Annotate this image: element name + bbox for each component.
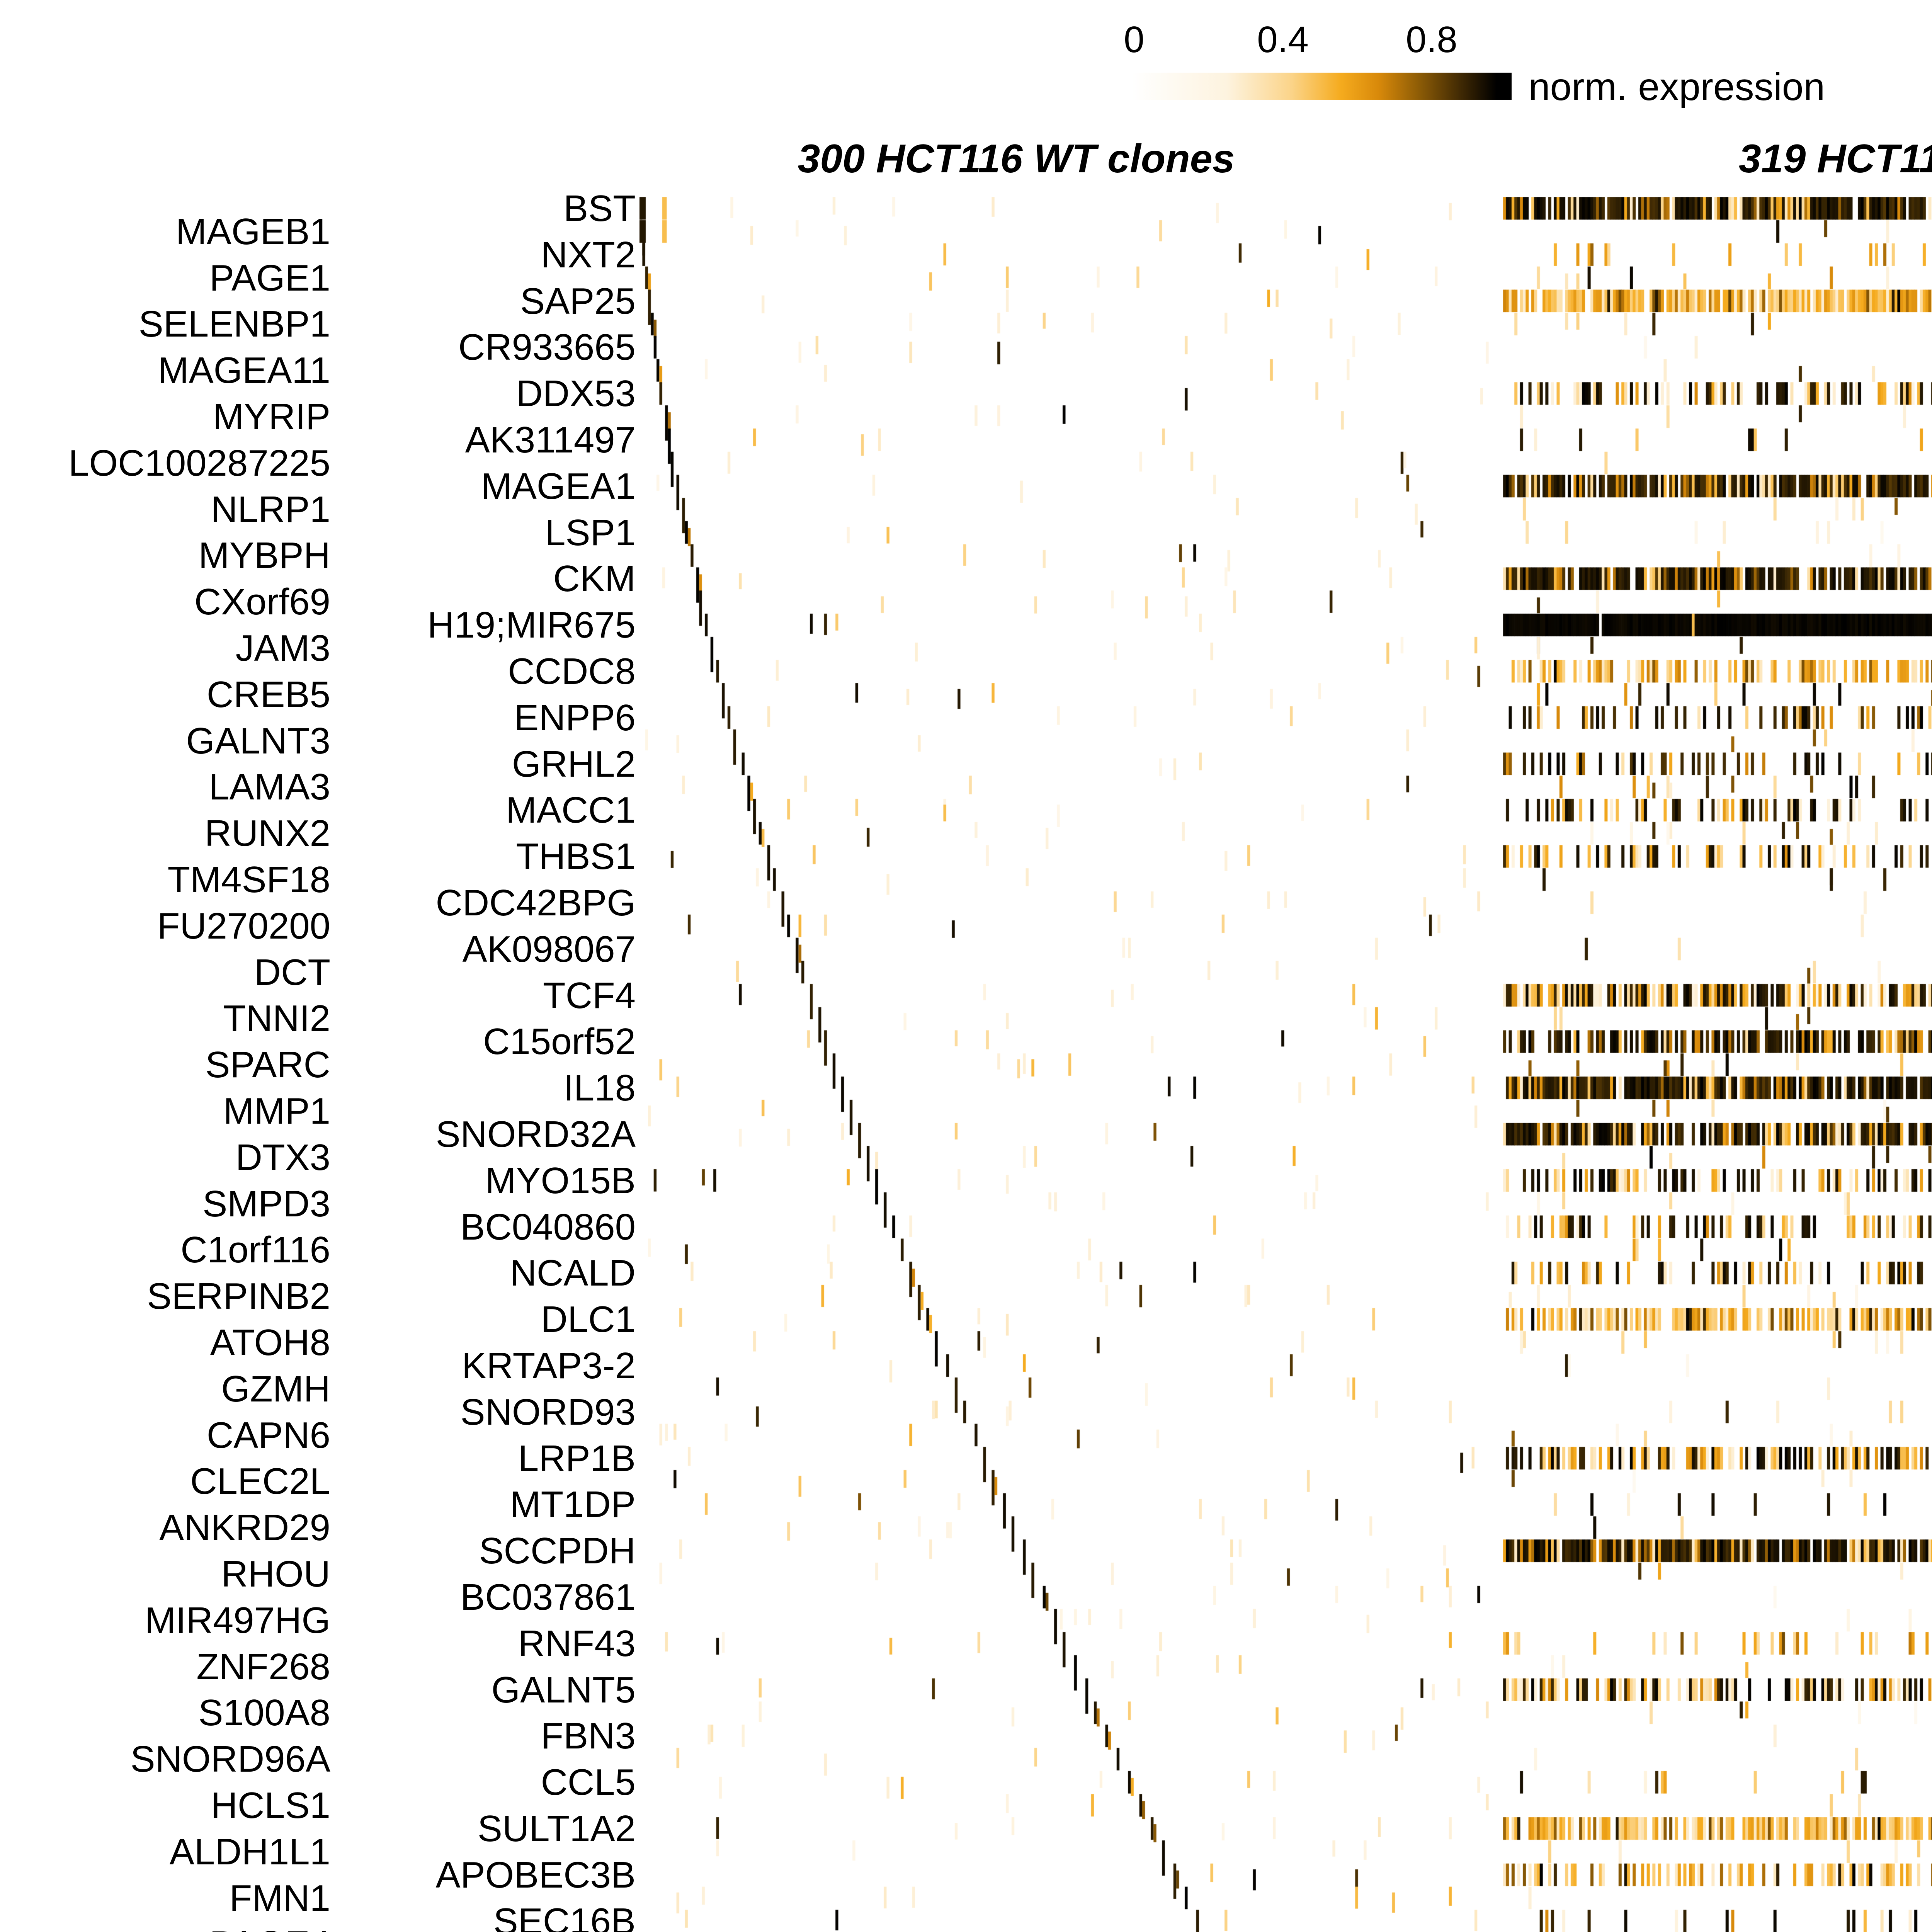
row-label-APOBEC3B: APOBEC3B (435, 1854, 636, 1896)
row-label-CKM: CKM (553, 558, 636, 600)
row-label-SAP25: SAP25 (520, 280, 636, 322)
row-label-FBN3: FBN3 (541, 1715, 636, 1757)
row-label-RHOU: RHOU (221, 1553, 330, 1595)
row-label-SULT1A2: SULT1A2 (477, 1808, 636, 1849)
row-label-ALDH1L1: ALDH1L1 (169, 1831, 330, 1872)
row-label-MYRIP: MYRIP (213, 396, 330, 438)
row-label-C1orf116: C1orf116 (180, 1229, 330, 1271)
row-label-S100A8: S100A8 (198, 1692, 330, 1734)
row-label-CLEC2L: CLEC2L (190, 1461, 330, 1502)
row-label-MYO15B: MYO15B (485, 1160, 636, 1201)
row-label-MAGEA1: MAGEA1 (481, 465, 636, 507)
row-label-MIR497HG: MIR497HG (145, 1599, 330, 1641)
row-label-NLRP1: NLRP1 (211, 488, 330, 530)
row-label-SNORD32A: SNORD32A (435, 1113, 636, 1155)
row-label-FMN1: FMN1 (229, 1877, 330, 1919)
row-label-H19;MIR675: H19;MIR675 (427, 604, 636, 646)
row-label-MAGEA11: MAGEA11 (158, 350, 330, 391)
row-label-BC037861: BC037861 (460, 1576, 636, 1618)
row-label-LRP1B: LRP1B (518, 1437, 636, 1479)
row-label-GZMH: GZMH (221, 1368, 330, 1410)
row-label-PAGE4: PAGE4 (14, 1921, 330, 1932)
row-label-NXT2: NXT2 (541, 234, 636, 276)
row-label-CXorf69: CXorf69 (194, 581, 330, 623)
row-label-MMP1: MMP1 (223, 1090, 330, 1132)
row-label-RNF43: RNF43 (518, 1622, 636, 1664)
row-label-CAPN6: CAPN6 (206, 1414, 330, 1456)
row-label-CCDC8: CCDC8 (508, 650, 636, 692)
row-label-TM4SF18: TM4SF18 (167, 859, 330, 901)
row-label-CREB5: CREB5 (206, 673, 330, 715)
row-label-SPARC: SPARC (205, 1044, 330, 1086)
row-label-CCL5: CCL5 (541, 1762, 636, 1803)
row-label-DCT: DCT (254, 951, 330, 993)
row-label-MYBPH: MYBPH (198, 535, 330, 577)
row-label-IL18: IL18 (563, 1067, 636, 1109)
row-label-BST: BST (563, 187, 636, 229)
row-label-PAGE1: PAGE1 (209, 257, 330, 299)
row-label-SNORD96A: SNORD96A (130, 1738, 331, 1780)
row-label-FU270200: FU270200 (157, 905, 330, 947)
row-label-AK098067: AK098067 (462, 928, 636, 970)
row-label-MACC1: MACC1 (505, 789, 636, 831)
row-label-KRTAP3-2: KRTAP3-2 (462, 1345, 636, 1386)
row-label-SCCPDH: SCCPDH (479, 1530, 636, 1572)
row-label-SMPD3: SMPD3 (202, 1183, 330, 1225)
row-label-TNNI2: TNNI2 (223, 998, 330, 1039)
row-label-SNORD93: SNORD93 (460, 1391, 636, 1433)
row-label-ANKRD29: ANKRD29 (159, 1507, 330, 1549)
row-label-BC040860: BC040860 (460, 1206, 636, 1248)
row-label-TCF4: TCF4 (543, 975, 636, 1016)
row-label-SELENBP1: SELENBP1 (138, 303, 330, 345)
row-label-RUNX2: RUNX2 (204, 813, 330, 854)
row-label-JAM3: JAM3 (235, 628, 330, 669)
row-label-MT1DP: MT1DP (510, 1484, 636, 1526)
row-label-GALNT3: GALNT3 (186, 720, 330, 762)
row-label-LSP1: LSP1 (545, 512, 636, 553)
row-label-LOC100287225: LOC100287225 (68, 442, 330, 484)
row-label-SERPINB2: SERPINB2 (147, 1276, 330, 1317)
row-label-LAMA3: LAMA3 (209, 766, 330, 808)
row-label-AK311497: AK311497 (465, 419, 636, 461)
row-label-GALNT5: GALNT5 (491, 1669, 636, 1711)
row-label-ATOH8: ATOH8 (210, 1322, 330, 1364)
row-label-MAGEB1: MAGEB1 (175, 211, 330, 252)
row-label-HCLS1: HCLS1 (211, 1785, 330, 1827)
row-label-SEC16B: SEC16B (493, 1900, 636, 1932)
row-label-C15orf52: C15orf52 (483, 1021, 636, 1063)
row-label-DTX3: DTX3 (235, 1136, 330, 1178)
row-label-THBS1: THBS1 (516, 836, 636, 878)
row-label-DDX53: DDX53 (516, 373, 636, 415)
row-label-NCALD: NCALD (510, 1252, 636, 1294)
row-label-GRHL2: GRHL2 (512, 743, 636, 785)
row-label-CDC42BPG: CDC42BPG (435, 882, 636, 923)
row-label-ZNF268: ZNF268 (196, 1646, 330, 1687)
row-label-CR933665: CR933665 (458, 327, 636, 368)
row-label-ENPP6: ENPP6 (514, 697, 636, 738)
row-label-DLC1: DLC1 (541, 1299, 636, 1340)
